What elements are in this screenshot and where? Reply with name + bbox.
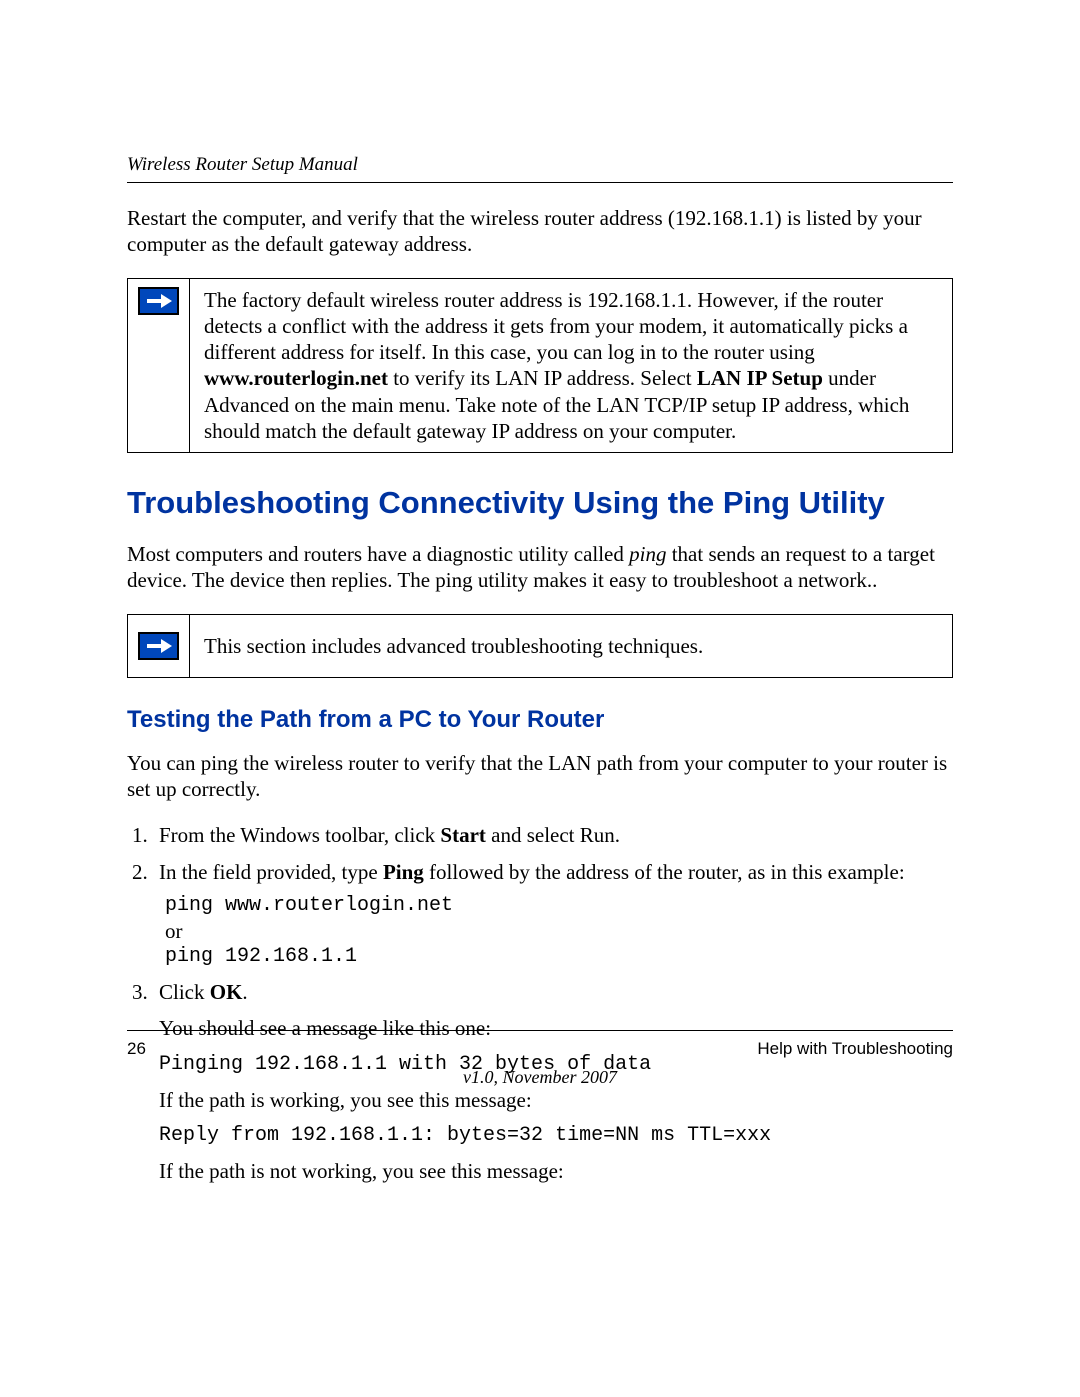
subsection-heading: Testing the Path from a PC to Your Route… xyxy=(127,706,953,734)
section-para-a: Most computers and routers have a diagno… xyxy=(127,542,629,566)
intro-paragraph: Restart the computer, and verify that th… xyxy=(127,205,953,258)
header-rule xyxy=(127,182,953,183)
note-box-1: The factory default wireless router addr… xyxy=(127,278,953,454)
note1-link: www.routerlogin.net xyxy=(204,366,388,390)
step3-bold: OK xyxy=(210,980,243,1004)
step-1: From the Windows toolbar, click Start an… xyxy=(153,822,953,848)
footer-section-name: Help with Troubleshooting xyxy=(757,1039,953,1059)
note-text: The factory default wireless router addr… xyxy=(190,279,952,453)
footer-version: v1.0, November 2007 xyxy=(127,1067,953,1088)
section-intro: Most computers and routers have a diagno… xyxy=(127,541,953,594)
note1-pre: The factory default wireless router addr… xyxy=(204,288,908,365)
arrow-right-icon xyxy=(138,632,179,660)
step3-msg3: If the path is not working, you see this… xyxy=(159,1158,953,1184)
note1-bold2: LAN IP Setup xyxy=(697,366,823,390)
footer-line: 26 Help with Troubleshooting xyxy=(127,1039,953,1059)
arrow-right-icon xyxy=(138,287,179,315)
step2-code1: ping www.routerlogin.net xyxy=(165,893,953,918)
steps-list: From the Windows toolbar, click Start an… xyxy=(127,822,953,1184)
step2-a: In the field provided, type xyxy=(159,860,383,884)
running-head: Wireless Router Setup Manual xyxy=(127,154,953,176)
note-icon-cell xyxy=(128,279,190,453)
step1-bold: Start xyxy=(440,823,486,847)
step3-code2: Reply from 192.168.1.1: bytes=32 time=NN… xyxy=(159,1123,953,1148)
note-box-2: This section includes advanced troublesh… xyxy=(127,614,953,678)
step3-b: . xyxy=(242,980,247,1004)
step2-code2: ping 192.168.1.1 xyxy=(165,944,953,969)
section-heading: Troubleshooting Connectivity Using the P… xyxy=(127,485,953,521)
note2-text: This section includes advanced troublesh… xyxy=(204,634,703,658)
step2-bold: Ping xyxy=(383,860,424,884)
note1-mid: to verify its LAN IP address. Select xyxy=(388,366,697,390)
step3-a: Click xyxy=(159,980,210,1004)
section-para-ital: ping xyxy=(629,542,666,566)
step2-code-block: ping www.routerlogin.net or ping 192.168… xyxy=(165,893,953,969)
step1-b: and select Run. xyxy=(486,823,620,847)
step2-b: followed by the address of the router, a… xyxy=(424,860,905,884)
step1-a: From the Windows toolbar, click xyxy=(159,823,440,847)
note-icon-cell xyxy=(128,615,190,677)
step3-msg2: If the path is working, you see this mes… xyxy=(159,1087,953,1113)
subsection-intro: You can ping the wireless router to veri… xyxy=(127,750,953,803)
note-text: This section includes advanced troublesh… xyxy=(190,615,952,677)
step-2: In the field provided, type Ping followe… xyxy=(153,859,953,970)
page-footer: 26 Help with Troubleshooting v1.0, Novem… xyxy=(127,1030,953,1088)
footer-rule xyxy=(127,1030,953,1031)
page-number: 26 xyxy=(127,1039,146,1059)
step2-or: or xyxy=(165,918,953,944)
